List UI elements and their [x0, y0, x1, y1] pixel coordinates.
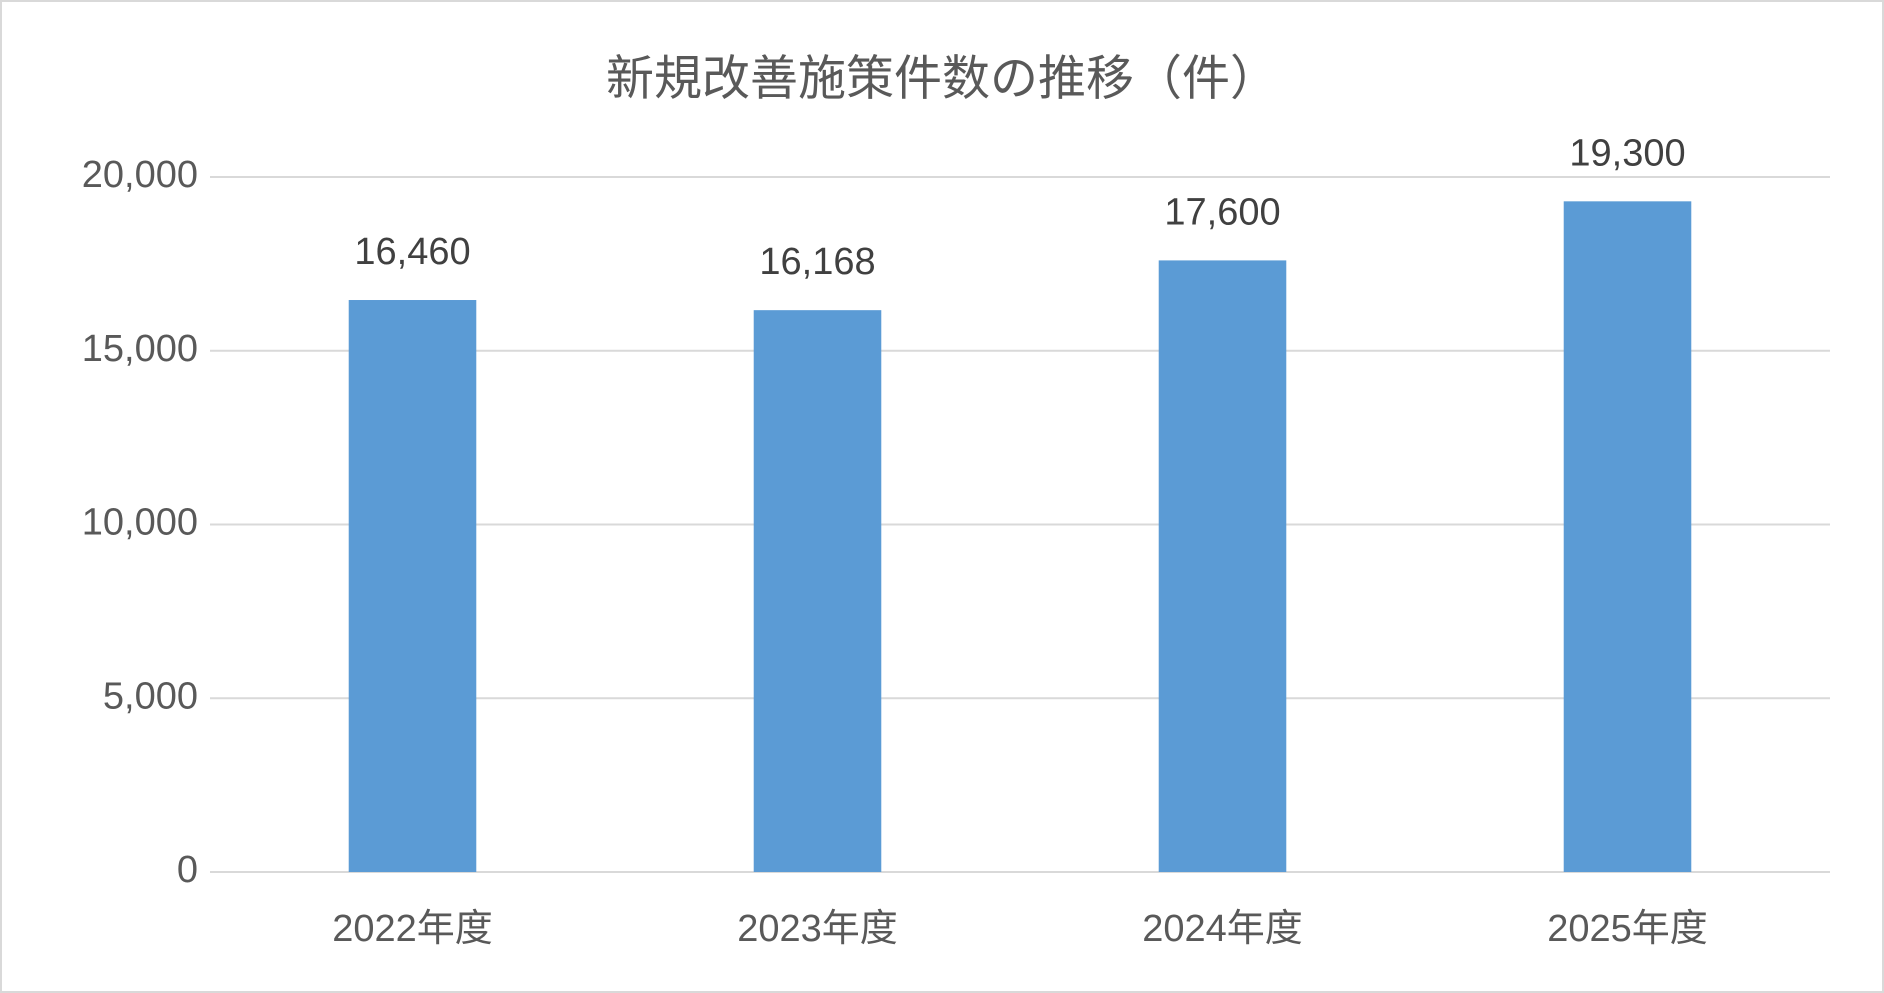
- bar: [1563, 201, 1692, 872]
- y-tick-label: 5,000: [103, 675, 198, 717]
- y-tick-label: 20,000: [82, 154, 198, 196]
- x-tick-label: 2025年度: [1547, 908, 1708, 950]
- y-tick-label: 15,000: [82, 328, 198, 370]
- x-tick-label: 2022年度: [332, 908, 493, 950]
- chart-title: 新規改善施策件数の推移（件）: [606, 53, 1278, 106]
- data-label: 19,300: [1569, 132, 1685, 174]
- y-tick-label: 10,000: [82, 502, 198, 544]
- x-tick-label: 2023年度: [737, 908, 898, 950]
- data-label: 16,460: [354, 231, 470, 273]
- data-label: 16,168: [759, 241, 875, 283]
- bar: [1158, 260, 1287, 872]
- x-tick-label: 2024年度: [1142, 908, 1303, 950]
- data-label: 17,600: [1164, 191, 1280, 233]
- bar: [348, 300, 477, 872]
- bar: [753, 310, 882, 872]
- y-tick-label: 0: [177, 849, 198, 891]
